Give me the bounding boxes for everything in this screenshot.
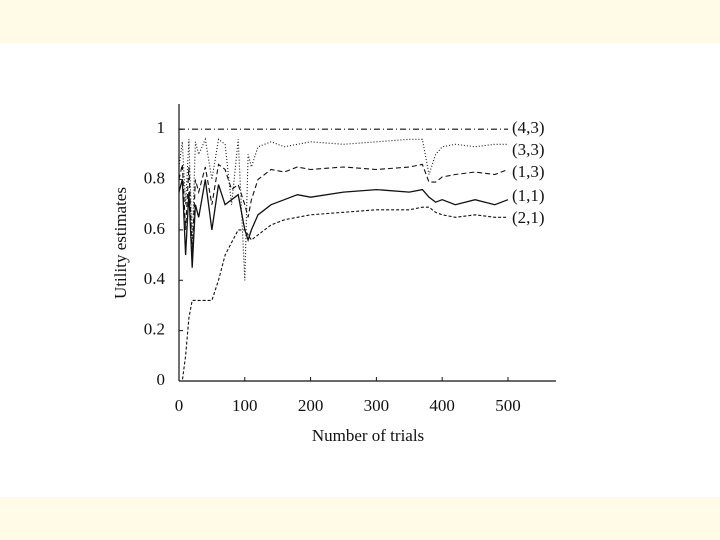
series-line [178,163,509,256]
x-tick-label: 0 [175,396,184,415]
y-tick-label: 0.4 [144,269,166,288]
series-label: (3,3) [512,140,545,159]
series-line [178,179,509,268]
x-tick-label: 300 [364,396,390,415]
series-label: (4,3) [512,118,545,137]
series-line [178,137,508,281]
y-tick-label: 0 [157,370,166,389]
y-tick-label: 0.8 [144,168,165,187]
x-axis-label: Number of trials [312,426,424,445]
y-tick-label: 0.6 [144,219,165,238]
series-label: (1,3) [512,162,545,181]
x-tick-label: 200 [298,396,324,415]
x-tick-label: 400 [429,396,455,415]
y-tick-label: 1 [157,118,166,137]
series-label: (1,1) [512,186,545,205]
top-band [0,0,720,43]
y-axis-label: Utility estimates [111,187,130,299]
series-line [179,206,508,382]
y-tick-label: 0.2 [144,320,165,339]
series-label: (2,1) [512,208,545,227]
bottom-band [0,497,720,540]
x-tick-label: 100 [232,396,258,415]
x-tick-label: 500 [495,396,521,415]
